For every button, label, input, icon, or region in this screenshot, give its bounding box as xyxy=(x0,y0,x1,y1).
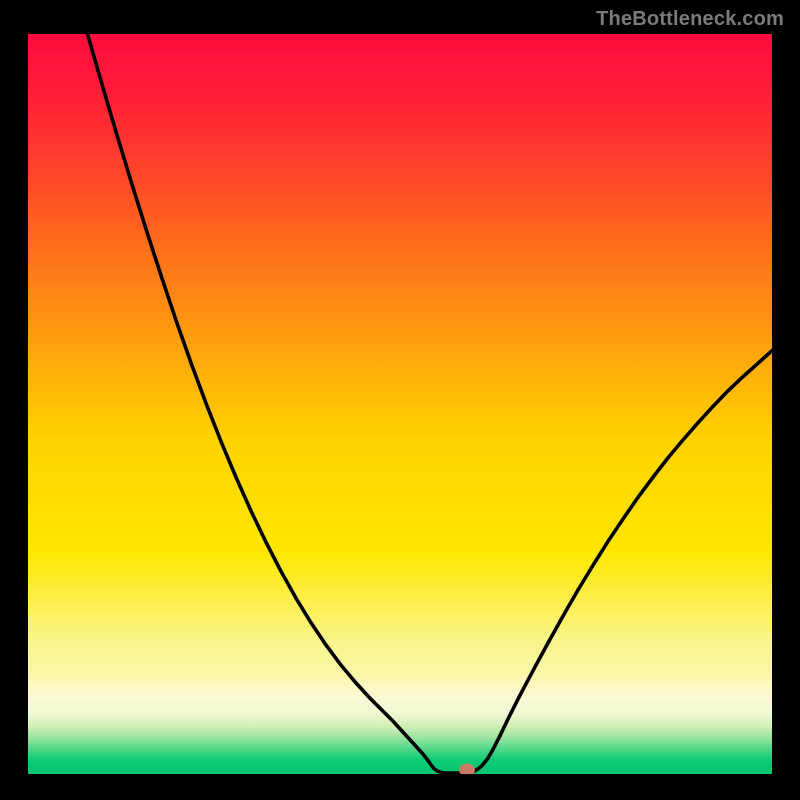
curve-path xyxy=(88,34,772,773)
bottleneck-curve xyxy=(28,34,772,774)
optimum-marker xyxy=(459,763,475,774)
bottleneck-chart xyxy=(28,34,772,774)
watermark-text: TheBottleneck.com xyxy=(596,8,784,31)
